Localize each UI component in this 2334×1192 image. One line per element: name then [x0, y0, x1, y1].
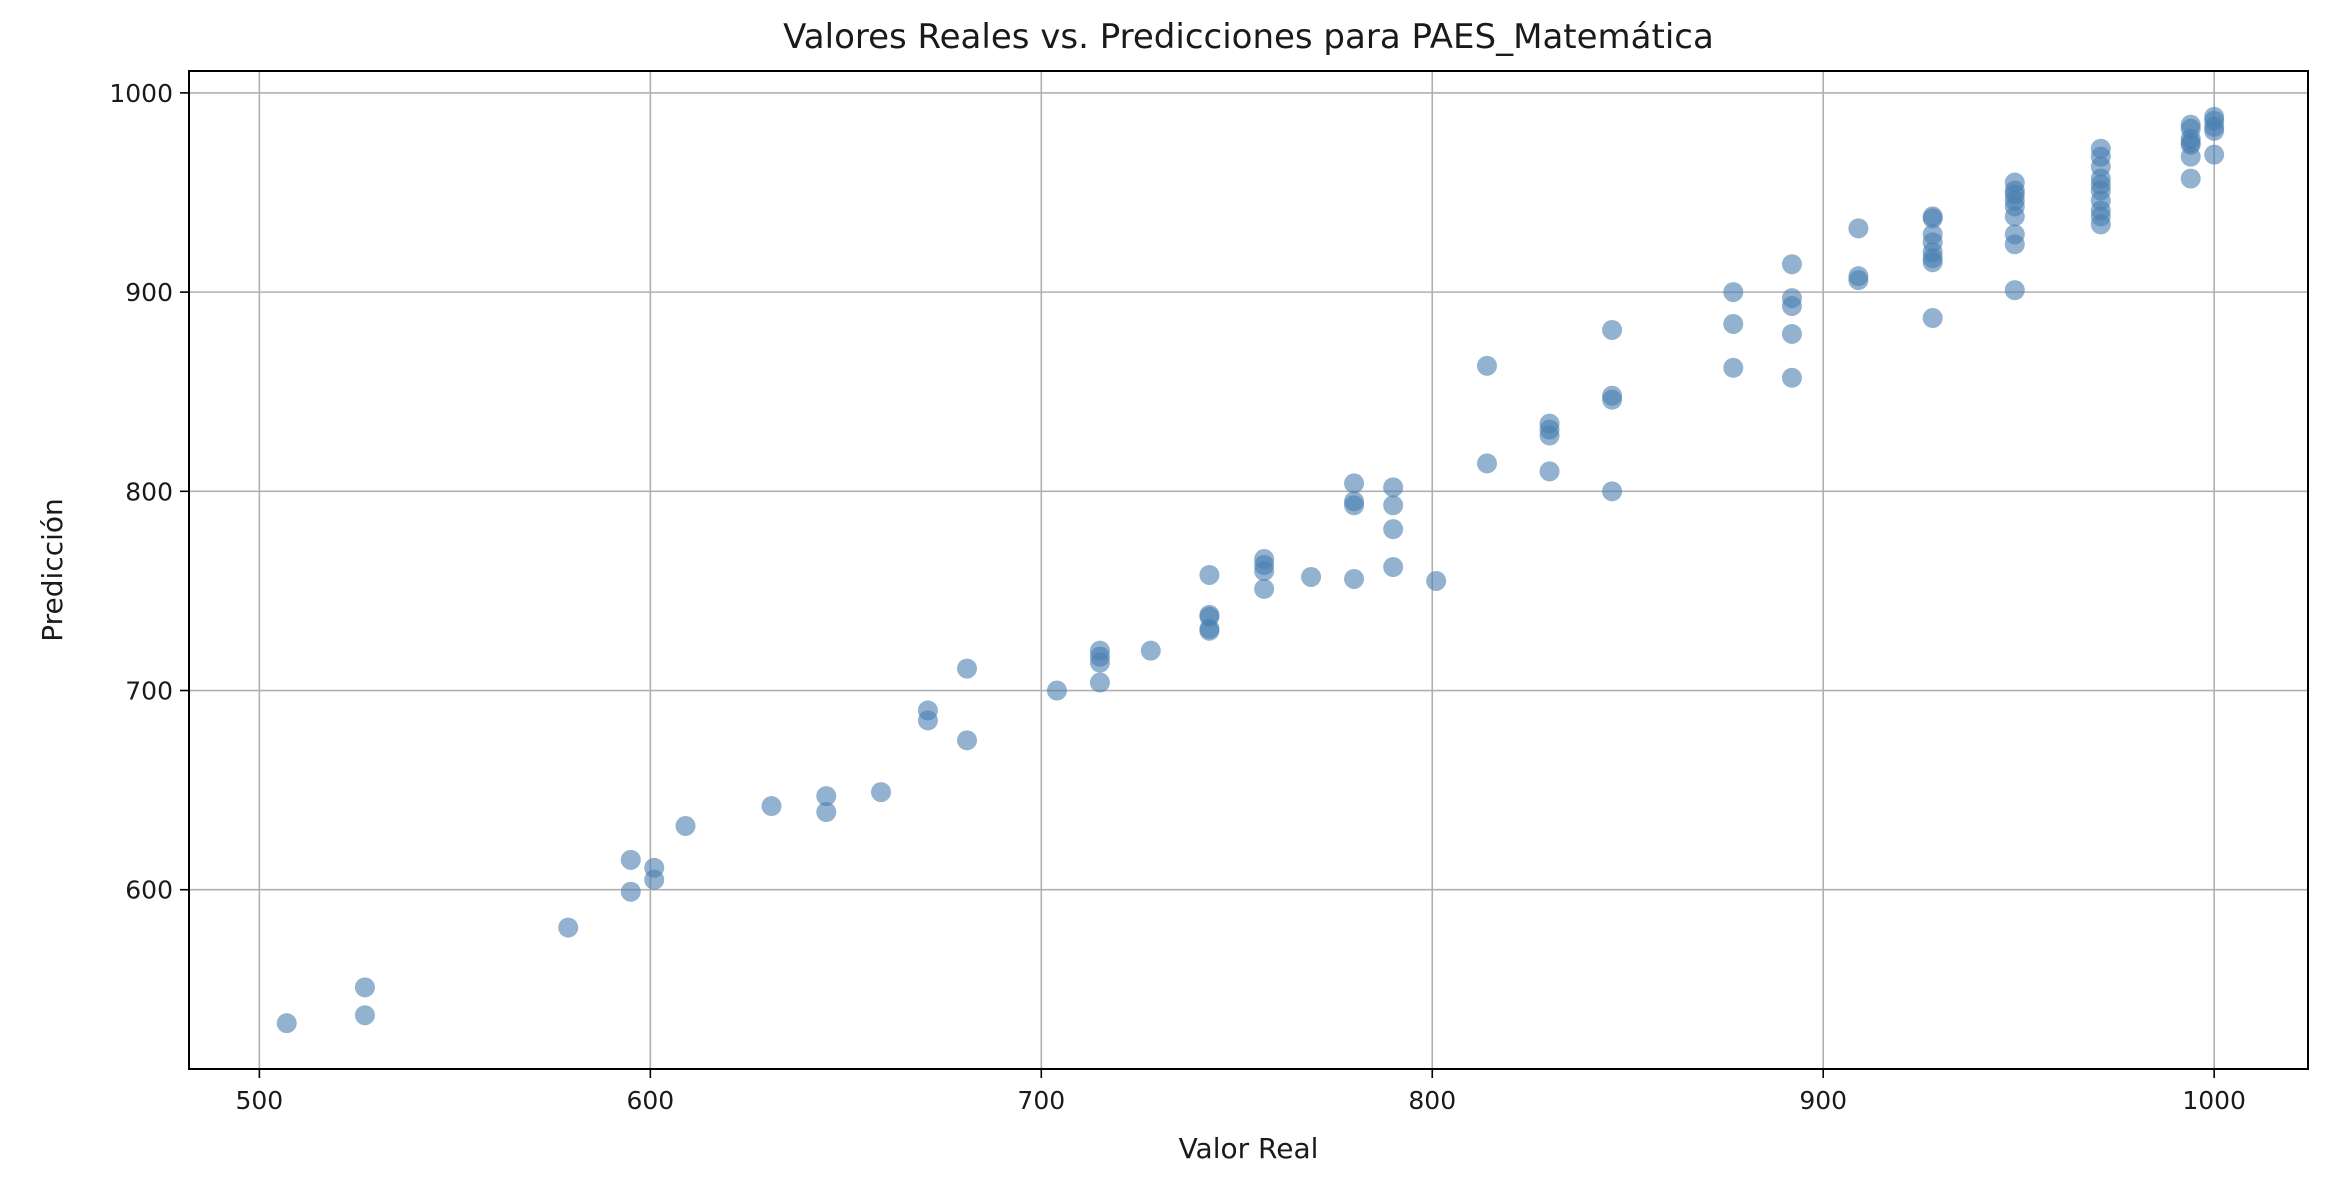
data-point — [1383, 519, 1404, 540]
data-point — [1602, 389, 1623, 410]
y-tick-label: 800 — [125, 477, 173, 506]
data-point — [957, 658, 978, 679]
data-point — [1383, 557, 1404, 578]
data-point — [1723, 313, 1744, 334]
data-point — [1723, 282, 1744, 303]
data-point — [1781, 296, 1802, 317]
x-tick-label: 1000 — [2182, 1086, 2246, 1115]
data-point — [816, 786, 837, 807]
x-tick-label: 900 — [1799, 1086, 1847, 1115]
data-point — [354, 1005, 375, 1026]
data-point — [1199, 620, 1220, 641]
data-point — [1089, 652, 1110, 673]
data-point — [558, 917, 579, 938]
data-point — [1922, 308, 1943, 329]
data-point — [1140, 640, 1161, 661]
data-point — [2204, 144, 2225, 165]
data-point — [1781, 323, 1802, 344]
grid-lines — [189, 71, 2308, 1069]
data-point — [1476, 453, 1497, 474]
data-point — [2004, 206, 2025, 227]
data-point — [957, 730, 978, 751]
data-point — [1602, 481, 1623, 502]
data-point — [276, 1013, 297, 1034]
data-point — [1848, 270, 1869, 291]
y-axis-ticks: 600 700 800 900 1000 — [109, 79, 189, 905]
data-point — [620, 849, 641, 870]
data-point — [1922, 252, 1943, 273]
data-point — [1383, 495, 1404, 516]
data-point — [2004, 234, 2025, 255]
data-point — [1476, 355, 1497, 376]
data-point — [1344, 473, 1365, 494]
data-point — [644, 869, 665, 890]
data-point — [1539, 425, 1560, 446]
data-point — [917, 710, 938, 731]
data-point — [1301, 566, 1322, 587]
data-point — [1046, 680, 1067, 701]
data-point — [1254, 560, 1275, 581]
data-point — [675, 815, 696, 836]
x-tick-label: 500 — [236, 1086, 284, 1115]
x-tick-label: 700 — [1017, 1086, 1065, 1115]
x-tick-label: 600 — [626, 1086, 674, 1115]
data-point — [1344, 495, 1365, 516]
y-tick-label: 1000 — [109, 79, 173, 108]
data-point — [620, 881, 641, 902]
x-axis-ticks: 500 600 700 800 900 1000 — [236, 1069, 2246, 1115]
data-point — [2204, 120, 2225, 141]
y-tick-label: 600 — [125, 876, 173, 905]
data-point — [1089, 672, 1110, 693]
data-point — [1383, 477, 1404, 498]
data-point — [1602, 319, 1623, 340]
data-points — [276, 106, 2225, 1034]
data-point — [354, 977, 375, 998]
data-point — [2090, 214, 2111, 235]
plot-frame — [188, 70, 2309, 1070]
data-point — [1254, 578, 1275, 599]
data-point — [1723, 357, 1744, 378]
data-point — [2180, 168, 2201, 189]
data-point — [1922, 208, 1943, 229]
data-point — [1781, 254, 1802, 275]
data-point — [1848, 218, 1869, 239]
x-tick-label: 800 — [1408, 1086, 1456, 1115]
data-point — [1199, 564, 1220, 585]
data-point — [2180, 146, 2201, 167]
y-tick-label: 900 — [125, 278, 173, 307]
data-point — [1426, 570, 1447, 591]
y-axis-label: Predicción — [36, 498, 69, 642]
y-tick-label: 700 — [125, 677, 173, 706]
data-point — [1539, 461, 1560, 482]
data-point — [816, 802, 837, 823]
x-axis-label: Valor Real — [1179, 1132, 1319, 1165]
chart-title: Valores Reales vs. Predicciones para PAE… — [783, 17, 1714, 57]
data-point — [870, 782, 891, 803]
data-point — [1781, 367, 1802, 388]
data-point — [1344, 568, 1365, 589]
data-point — [2004, 280, 2025, 301]
data-point — [761, 796, 782, 817]
